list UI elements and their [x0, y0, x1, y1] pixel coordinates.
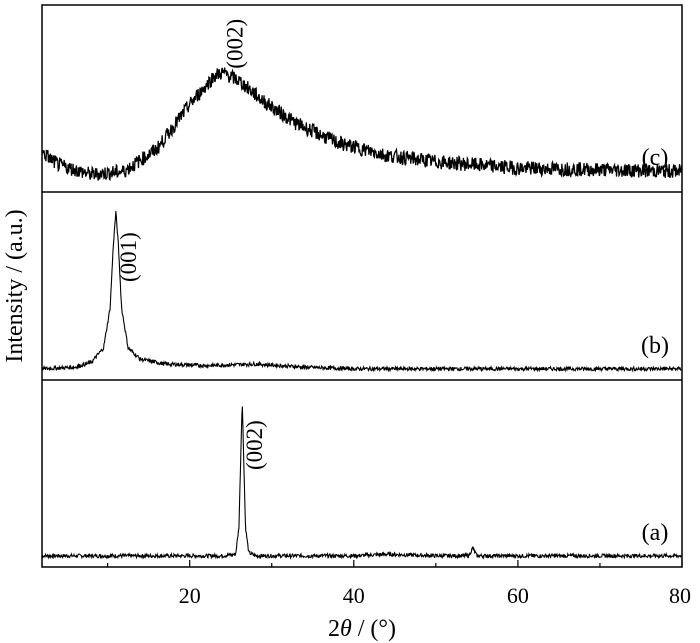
x-axis-title: 2θ / (°): [328, 616, 396, 642]
x-tick-label: 20: [179, 583, 201, 608]
plot-frame: [41, 4, 683, 568]
y-axis-title: Intensity / (a.u.): [2, 209, 28, 362]
panel-label: (c): [642, 145, 669, 171]
peak-label: (002): [223, 19, 248, 69]
x-axis-ticks: 20 40 60 80: [107, 560, 691, 608]
peak-label: (001): [116, 232, 141, 282]
series-line-(a): [41, 406, 682, 560]
panel-label: (b): [641, 333, 669, 359]
peak-label: (002): [242, 420, 267, 470]
x-tick-label: 40: [343, 583, 365, 608]
panel-label: (a): [642, 520, 669, 546]
chart-labels: (a) (002) (b) (001) (c) (002): [116, 19, 669, 546]
x-tick-label: 60: [507, 583, 529, 608]
x-tick-label: 80: [669, 583, 691, 608]
series-line-(c): [41, 67, 683, 182]
series-line-(b): [41, 211, 682, 373]
plot-border: [41, 4, 683, 568]
xrd-traces: [41, 67, 683, 560]
